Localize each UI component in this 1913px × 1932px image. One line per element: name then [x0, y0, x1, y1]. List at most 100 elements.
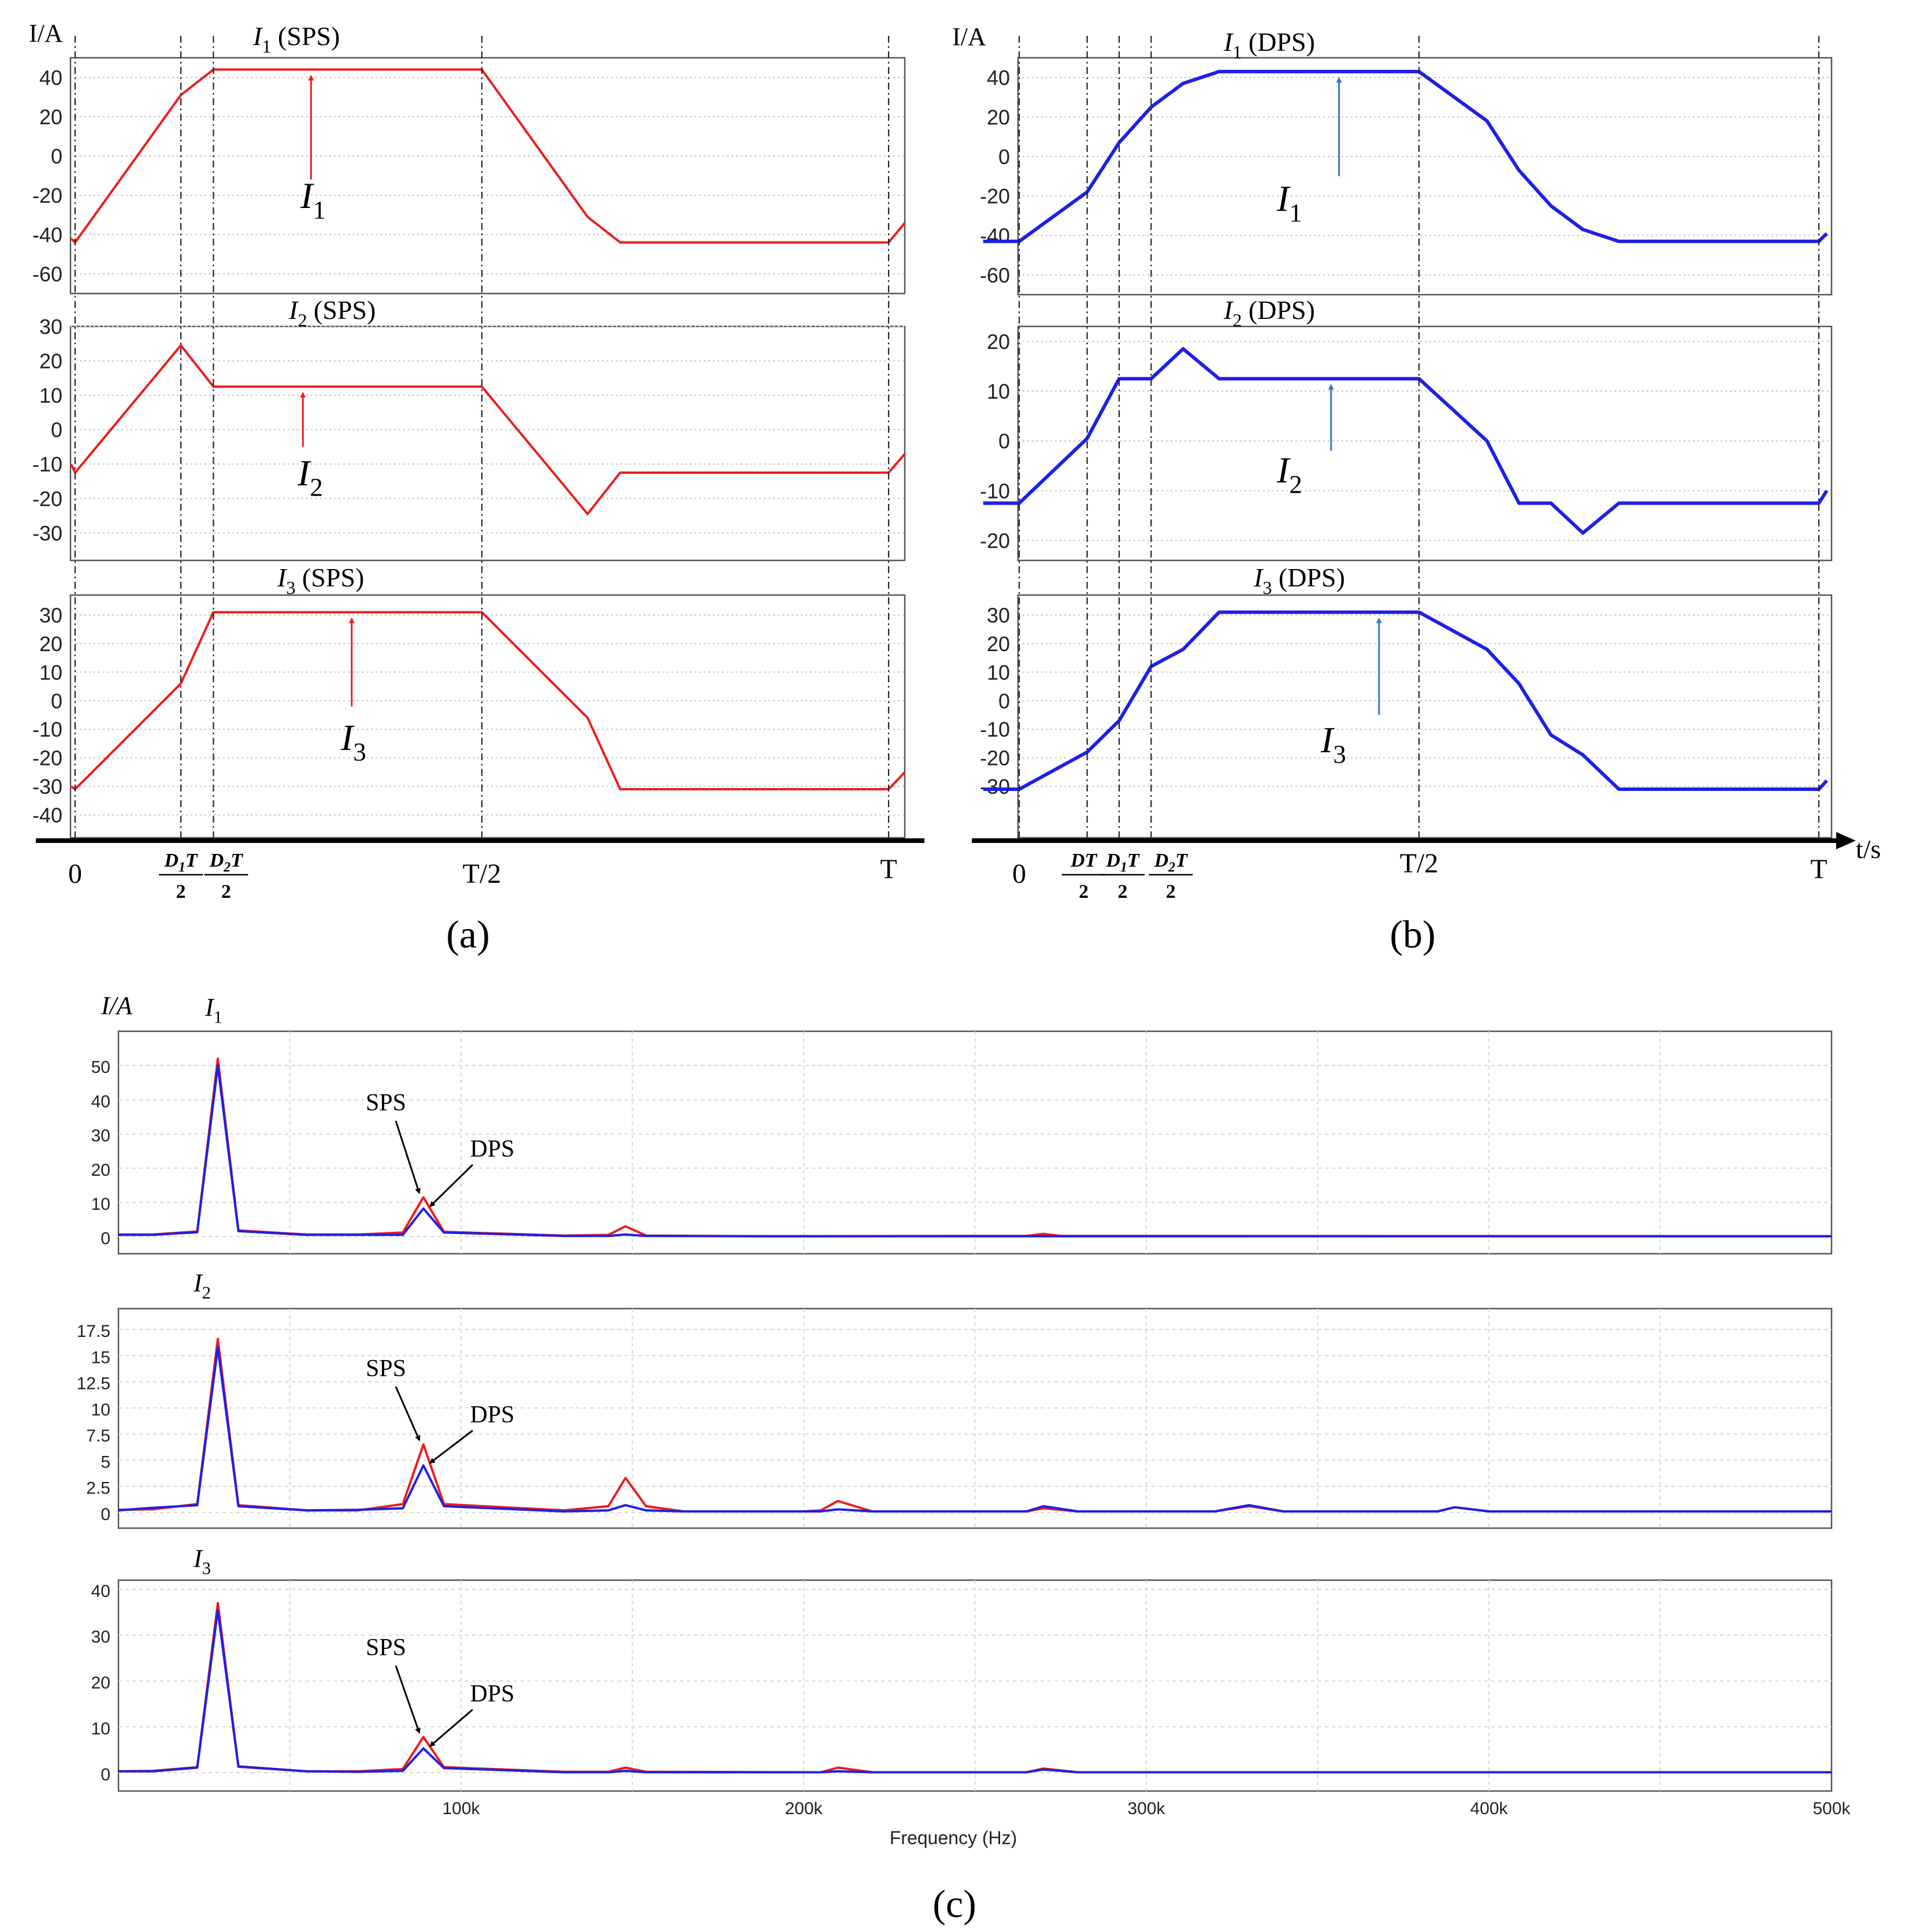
y-tick-label: 0: [998, 145, 1010, 169]
y-tick-label: -40: [980, 224, 1010, 248]
fraction-denominator: 2: [1079, 881, 1089, 902]
y-tick-label: 20: [987, 632, 1010, 656]
fraction-numerator: D1T: [164, 850, 198, 875]
legend-label-dps: DPS: [470, 1136, 514, 1162]
fraction-denominator: 2: [1166, 881, 1176, 902]
chart-panels: -60-40-2002040-30-20-100102030-40-30-20-…: [29, 19, 1881, 1926]
fraction-numerator: D2T: [209, 850, 243, 875]
y-tick-label: -20: [32, 487, 62, 511]
y-tick-label: -40: [32, 223, 62, 247]
y-tick-label: 40: [91, 1582, 110, 1601]
legend-label-dps: DPS: [470, 1681, 514, 1707]
title-i3-spectrum: I3: [193, 1544, 211, 1578]
y-tick-label: -10: [980, 718, 1010, 741]
y-tick-label: -20: [980, 529, 1010, 553]
chart-c1: 0 10 20 30 40 50: [91, 1030, 1833, 1255]
annotation-label-i3: I3: [1320, 719, 1346, 768]
title-i1-sps: I1 (SPS): [252, 21, 340, 57]
y-tick-label: 50: [91, 1058, 110, 1077]
y-tick-label: -60: [980, 263, 1010, 287]
y-tick-label: 10: [91, 1195, 110, 1214]
fraction-denominator: 2: [221, 881, 231, 902]
legend-label-sps: SPS: [366, 1634, 406, 1661]
y-tick-label: 20: [91, 1674, 110, 1693]
y-tick-label: 10: [39, 660, 62, 684]
y-tick-label: 30: [39, 315, 62, 339]
y-tick-label: 20: [39, 350, 62, 373]
chart-b3: -30 -20 -10 0 10 20 30: [980, 594, 1833, 839]
y-tick-label: 10: [987, 660, 1010, 684]
annotation-label-i1: I1: [300, 175, 326, 224]
series-line-i2-dps: [983, 347, 1829, 535]
annotation-arrow-sps: [395, 1386, 421, 1441]
panel-label-a: (a): [446, 912, 489, 956]
series-line-dps: [118, 1608, 1832, 1774]
x-label-half-period: T/2: [463, 859, 502, 889]
fraction-numerator: D1T: [1105, 850, 1139, 875]
plot-frame: [1017, 57, 1833, 296]
y-unit-label: I/A: [29, 19, 63, 47]
time-axis-arrowhead: [1836, 832, 1856, 849]
legend-label-sps: SPS: [366, 1090, 406, 1116]
annotation-label-i1: I1: [1276, 178, 1302, 227]
chart-annotations: I1 I2 I3 I1 I2 I3 SPS DPS SPS DPS SPS DPS: [297, 75, 1382, 1747]
plot-frame: [117, 1307, 1833, 1529]
title-i2-spectrum: I2: [193, 1269, 211, 1302]
x-tick-label: 400k: [1470, 1799, 1508, 1818]
series-line-i2-sps: [70, 344, 906, 515]
y-tick-label: 10: [39, 384, 62, 407]
chart-b2: -20 -10 0 10 20: [980, 325, 1833, 562]
x-tick-label: 200k: [785, 1799, 823, 1818]
y-tick-label: 30: [91, 1628, 110, 1647]
y-tick-label: -20: [32, 746, 62, 770]
panel-label-c: (c): [933, 1882, 976, 1926]
y-tick-label: 0: [51, 689, 62, 713]
title-i1-spectrum: I1: [205, 993, 222, 1027]
y-tick-label: 0: [51, 418, 62, 442]
y-tick-label: 17.5: [77, 1322, 110, 1341]
chart-a3: -40 -30 -20 -10 0 10 20 30: [32, 594, 906, 839]
y-tick-label: -30: [980, 775, 1010, 798]
y-unit-label: I/A: [952, 23, 986, 51]
x-label-0: 0: [1012, 859, 1026, 889]
annotation-label-i2: I2: [1276, 449, 1302, 499]
y-tick-label: -60: [32, 262, 62, 286]
plot-frame: [69, 57, 906, 295]
annotation-arrow-sps: [395, 1120, 421, 1195]
annotation-label-i3: I3: [340, 717, 366, 766]
annotation-arrow-sps: [395, 1665, 421, 1734]
y-tick-label: 20: [39, 632, 62, 656]
y-tick-label: 0: [998, 689, 1010, 713]
legend-label-dps: DPS: [470, 1402, 514, 1428]
y-tick-label: 20: [39, 105, 62, 129]
fraction-numerator: D2T: [1154, 850, 1188, 875]
fraction-numerator: DT: [1070, 850, 1098, 871]
y-tick-label: -30: [32, 521, 62, 545]
chart-c3: 0 10 20 30 40: [91, 1579, 1833, 1792]
series-line-i3-sps: [70, 611, 906, 790]
y-tick-label: 7.5: [86, 1426, 110, 1446]
series-line-i3-dps: [983, 610, 1828, 791]
chart-a1: -60 -40 -20 0 20 40: [32, 57, 906, 295]
x-label-period: T: [880, 854, 897, 885]
y-tick-label: 20: [91, 1161, 110, 1180]
annotation-arrow-dps: [429, 1429, 473, 1464]
y-tick-label: -30: [32, 775, 62, 798]
y-tick-label: -10: [980, 479, 1010, 503]
fraction-denominator: 2: [1118, 881, 1128, 902]
y-tick-label: 0: [101, 1765, 110, 1784]
series-line-dps: [118, 1064, 1832, 1238]
y-tick-label: 20: [987, 106, 1010, 129]
y-tick-label: 30: [987, 604, 1010, 627]
y-tick-label: 30: [91, 1127, 110, 1146]
plot-frame: [69, 325, 906, 562]
legend-label-sps: SPS: [366, 1355, 406, 1382]
y-tick-label: 0: [998, 429, 1010, 453]
y-tick-label: 15: [91, 1348, 110, 1367]
y-tick-label: 10: [987, 380, 1010, 403]
series-line-dps: [118, 1346, 1832, 1513]
x-tick-label: 300k: [1127, 1799, 1165, 1818]
